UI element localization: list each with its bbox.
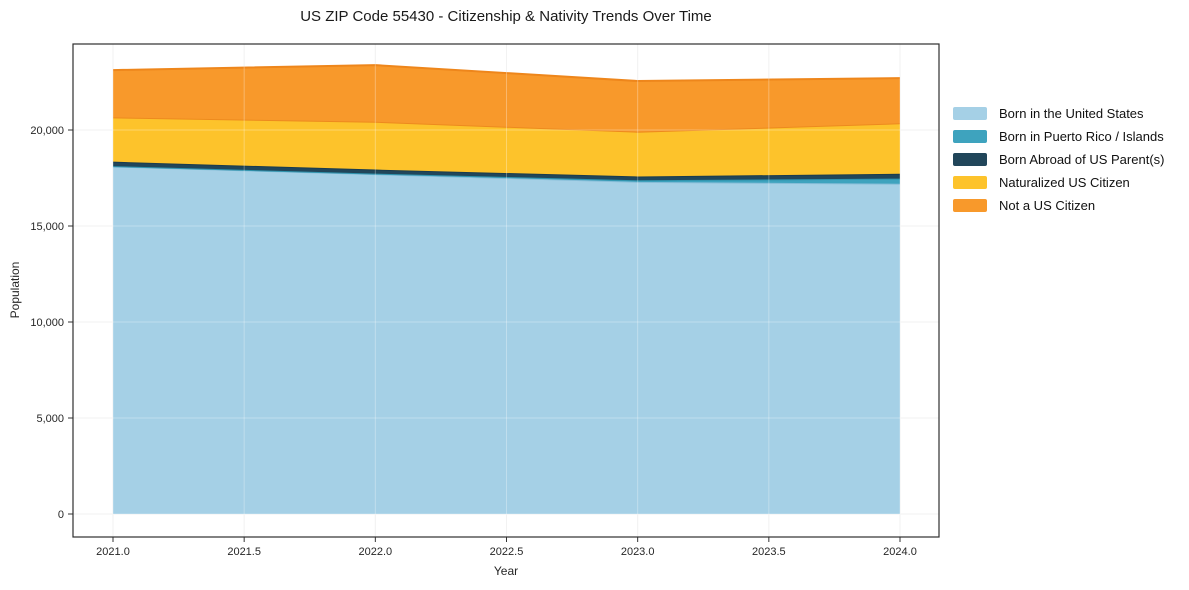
area-edge-5 bbox=[112, 64, 901, 83]
chart-title: US ZIP Code 55430 - Citizenship & Nativi… bbox=[300, 8, 712, 25]
area-4 bbox=[113, 117, 900, 177]
legend-swatch bbox=[953, 199, 987, 212]
legend-label: Born in the United States bbox=[999, 106, 1144, 121]
x-tick-label: 2024.0 bbox=[883, 546, 917, 558]
y-tick-label: 20,000 bbox=[30, 125, 64, 137]
legend-label: Born in Puerto Rico / Islands bbox=[999, 129, 1164, 144]
legend-swatch bbox=[953, 153, 987, 166]
y-tick-label: 10,000 bbox=[30, 317, 64, 329]
y-tick-label: 15,000 bbox=[30, 221, 64, 233]
area-2 bbox=[113, 166, 900, 184]
legend-swatch bbox=[953, 107, 987, 120]
y-tick-label: 0 bbox=[58, 509, 64, 521]
legend-label: Born Abroad of US Parent(s) bbox=[999, 152, 1165, 167]
plot-border bbox=[72, 43, 940, 538]
axis-ticks: 2021.0 2021.5 2022.0 2022.5 2023.0 2023.5 2024… bbox=[30, 125, 916, 558]
legend-swatch bbox=[953, 130, 987, 143]
legend: Born in the United States Born in Puerto … bbox=[953, 102, 1164, 217]
legend-item: Born in the United States bbox=[953, 102, 1164, 125]
y-tick-label: 5,000 bbox=[36, 413, 64, 425]
x-tick-label: 2022.0 bbox=[359, 546, 393, 558]
x-tick-label: 2021.5 bbox=[227, 546, 261, 558]
legend-swatch bbox=[953, 176, 987, 189]
x-axis-title: Year bbox=[493, 564, 519, 578]
area-3 bbox=[113, 161, 900, 181]
legend-item: Born in Puerto Rico / Islands bbox=[953, 125, 1164, 148]
area-1 bbox=[113, 166, 900, 515]
legend-label: Naturalized US Citizen bbox=[999, 175, 1130, 190]
gridlines-overlay bbox=[73, 44, 939, 537]
legend-item: Not a US Citizen bbox=[953, 194, 1164, 217]
legend-item: Naturalized US Citizen bbox=[953, 171, 1164, 194]
area-edge-2 bbox=[112, 165, 901, 182]
area-edge-4 bbox=[112, 116, 901, 133]
x-tick-label: 2021.0 bbox=[96, 546, 130, 558]
area-5 bbox=[113, 65, 900, 132]
x-tick-label: 2023.5 bbox=[752, 546, 786, 558]
stacked-areas bbox=[112, 64, 901, 515]
x-tick-label: 2022.5 bbox=[490, 546, 524, 558]
legend-label: Not a US Citizen bbox=[999, 198, 1096, 213]
legend-item: Born Abroad of US Parent(s) bbox=[953, 148, 1164, 171]
x-tick-label: 2023.0 bbox=[621, 546, 655, 558]
